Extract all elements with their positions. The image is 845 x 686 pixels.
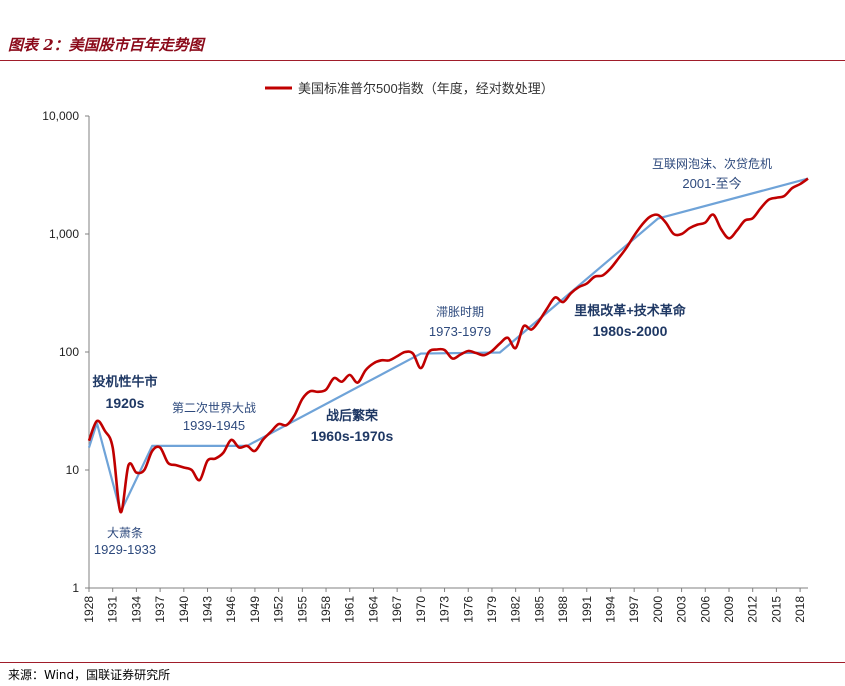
annotation-period: 2001-至今 <box>682 176 741 191</box>
title-divider <box>0 60 845 61</box>
x-tick-label: 1952 <box>272 596 286 623</box>
y-tick-label: 10 <box>66 463 80 477</box>
chart-axes: 1 10 100 1,000 10,000 1928 1931 1934 1937 1940 194… <box>42 109 808 623</box>
x-tick-label: 1982 <box>509 596 523 623</box>
legend-label: 美国标准普尔500指数（年度，经对数处理） <box>298 81 554 96</box>
x-tick-label: 1961 <box>343 596 357 623</box>
x-tick-label: 1943 <box>201 596 215 623</box>
x-tick-label: 1949 <box>248 596 262 623</box>
x-tick-label: 1985 <box>532 596 546 623</box>
annotation-title: 投机性牛市 <box>92 374 157 389</box>
annotation-title: 战后繁荣 <box>326 408 379 423</box>
x-tick-label: 1976 <box>461 596 475 623</box>
x-tick-label: 1946 <box>224 596 238 623</box>
x-tick-label: 2000 <box>651 596 665 623</box>
x-tick-label: 1940 <box>177 596 191 623</box>
x-tick-label: 1931 <box>106 596 120 623</box>
sp500-chart: 美国标准普尔500指数（年度，经对数处理） 1101001,00010,0001… <box>42 81 809 623</box>
x-tick-label: 2012 <box>746 596 760 623</box>
y-tick-label: 100 <box>59 345 79 359</box>
x-tick-label: 2018 <box>793 596 807 623</box>
x-tick-label: 2006 <box>698 596 712 623</box>
footer-divider <box>0 662 845 663</box>
annotation-title: 大萧条 <box>107 526 143 540</box>
figure-title: 图表 2：美国股市百年走势图 <box>8 36 204 54</box>
annotation-title: 滞胀时期 <box>436 305 484 319</box>
y-tick-label: 1,000 <box>49 227 79 241</box>
x-tick-label: 1937 <box>153 596 167 623</box>
annotation-layer: 投机性牛市 1920s 大萧条 1929-1933 第二次世界大战 1939-1945 战后… <box>92 157 772 557</box>
x-tick-label: 2015 <box>769 596 783 623</box>
x-tick-label: 1991 <box>580 596 594 623</box>
x-tick-label: 1997 <box>627 596 641 623</box>
y-tick-label: 1 <box>72 581 79 595</box>
annotation-title: 里根改革+技术革命 <box>574 303 687 318</box>
x-tick-label: 1979 <box>485 596 499 623</box>
y-tick-label: 10,000 <box>42 109 79 123</box>
trend-layer <box>87 177 809 514</box>
series-layer <box>87 177 809 514</box>
trend-line <box>87 177 809 514</box>
x-tick-label: 1934 <box>129 596 143 623</box>
x-tick-label: 2003 <box>675 596 689 623</box>
annotation-period: 1929-1933 <box>94 542 156 557</box>
x-tick-label: 1964 <box>366 596 380 623</box>
x-tick-label: 1955 <box>295 596 309 623</box>
source-note: 来源：Wind，国联证券研究所 <box>8 668 171 682</box>
x-tick-label: 1994 <box>603 596 617 623</box>
annotation-period: 1960s-1970s <box>311 428 394 444</box>
x-tick-label: 1973 <box>438 596 452 623</box>
x-tick-label: 1988 <box>556 596 570 623</box>
x-tick-label: 1958 <box>319 596 333 623</box>
annotation-period: 1980s-2000 <box>593 323 668 339</box>
annotation-period: 1973-1979 <box>429 324 491 339</box>
annotation-period: 1939-1945 <box>183 418 245 433</box>
x-tick-label: 2009 <box>722 596 736 623</box>
chart-legend: 美国标准普尔500指数（年度，经对数处理） <box>265 81 554 96</box>
x-tick-label: 1967 <box>390 596 404 623</box>
annotation-title: 互联网泡沫、次贷危机 <box>652 157 772 171</box>
sp500-line <box>87 177 809 514</box>
annotation-period: 1920s <box>106 395 145 411</box>
x-tick-label: 1970 <box>414 596 428 623</box>
x-tick-label: 1928 <box>82 596 96 623</box>
annotation-title: 第二次世界大战 <box>172 401 256 415</box>
